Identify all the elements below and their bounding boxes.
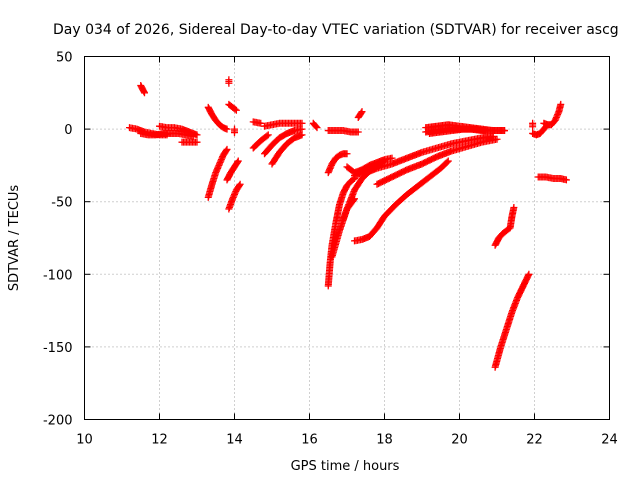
data-points: [126, 76, 570, 371]
series-arc-t: [354, 108, 366, 121]
series-arc-b: [137, 129, 197, 140]
series-arc-n: [249, 131, 272, 152]
series-arc-ak: [534, 173, 570, 184]
y-tick-label: 0: [64, 123, 72, 138]
x-axis-label: GPS time / hours: [291, 459, 400, 474]
data-point: [264, 131, 272, 139]
data-point: [193, 131, 201, 139]
data-point: [525, 270, 533, 278]
series-arc-s: [324, 127, 362, 136]
y-tick-label: 50: [56, 51, 73, 66]
data-point: [443, 158, 451, 166]
x-tick-label: 24: [601, 433, 618, 448]
series-arc-e: [178, 138, 201, 146]
data-point: [493, 135, 501, 143]
x-tick-label: 18: [376, 433, 393, 448]
series-arc-r: [309, 119, 321, 132]
series-arc-q: [261, 119, 306, 130]
data-point: [557, 100, 565, 108]
data-point: [235, 181, 243, 189]
chart-title: Day 034 of 2026, Sidereal Day-to-day VTE…: [53, 22, 619, 38]
series-arc-i: [223, 157, 242, 184]
data-point: [357, 109, 365, 117]
series-arc-m: [249, 118, 265, 127]
data-point: [222, 147, 230, 155]
x-tick-label: 22: [526, 433, 543, 448]
data-point: [257, 119, 265, 127]
data-point: [223, 125, 231, 133]
data-point: [351, 195, 358, 203]
data-point: [234, 158, 241, 166]
series-arc-k: [225, 76, 233, 87]
plot-frame: [84, 56, 610, 420]
data-point: [263, 132, 271, 140]
series-arc-af: [491, 204, 518, 249]
data-point: [232, 106, 240, 114]
data-point: [298, 119, 306, 127]
data-point: [236, 180, 244, 188]
y-tick-label: -50: [51, 196, 72, 211]
data-point: [510, 204, 518, 212]
y-axis-label: SDTVAR / TECUs: [7, 185, 22, 292]
series-arc-p: [268, 131, 306, 168]
y-tick-label: -100: [43, 268, 73, 283]
x-tick-label: 10: [76, 433, 93, 448]
data-point: [223, 145, 231, 153]
series-arc-u: [324, 150, 351, 177]
series-arc-ah: [529, 119, 537, 131]
data-point: [529, 123, 537, 131]
series-arc-l: [231, 125, 238, 137]
y-axis: 50 0 -50 -100 -150 -200: [43, 51, 610, 429]
series-arc-aj: [540, 100, 565, 129]
y-tick-label: -150: [43, 341, 73, 356]
grid-lines: [84, 56, 610, 420]
data-point: [298, 131, 306, 139]
y-tick-label: -200: [43, 414, 73, 429]
x-tick-label: 16: [301, 433, 318, 448]
series-arc-c: [137, 82, 148, 97]
series-arc-x: [339, 195, 358, 223]
series-arc-j: [225, 100, 240, 114]
series-arc-f: [204, 103, 231, 133]
data-point: [444, 157, 452, 165]
series-arc-d: [156, 122, 201, 139]
data-point: [482, 127, 490, 135]
data-point: [231, 129, 238, 137]
series-arc-aa: [373, 135, 501, 188]
x-tick-label: 14: [226, 433, 243, 448]
data-point: [343, 150, 351, 158]
data-point: [350, 196, 358, 204]
series-arc-ab: [351, 157, 452, 245]
data-point: [312, 123, 320, 131]
data-point: [193, 138, 201, 146]
data-point: [349, 175, 357, 183]
data-point: [354, 128, 362, 136]
series-arc-z: [351, 132, 497, 180]
series-arc-ae: [426, 125, 490, 137]
series-arc-o: [261, 125, 306, 158]
data-point: [234, 157, 242, 165]
data-point: [562, 176, 570, 184]
data-point: [225, 79, 233, 87]
x-axis: 10 12 14 16 18 20 22 24: [76, 56, 618, 448]
x-tick-label: 20: [451, 433, 468, 448]
series-arc-g: [204, 145, 231, 201]
data-point: [501, 127, 508, 135]
series-arc-ag: [491, 270, 533, 371]
data-point: [231, 105, 239, 113]
series-arc-h: [225, 180, 244, 213]
data-point: [141, 89, 148, 97]
x-tick-label: 12: [151, 433, 168, 448]
data-point: [358, 108, 366, 116]
data-point: [313, 124, 321, 132]
